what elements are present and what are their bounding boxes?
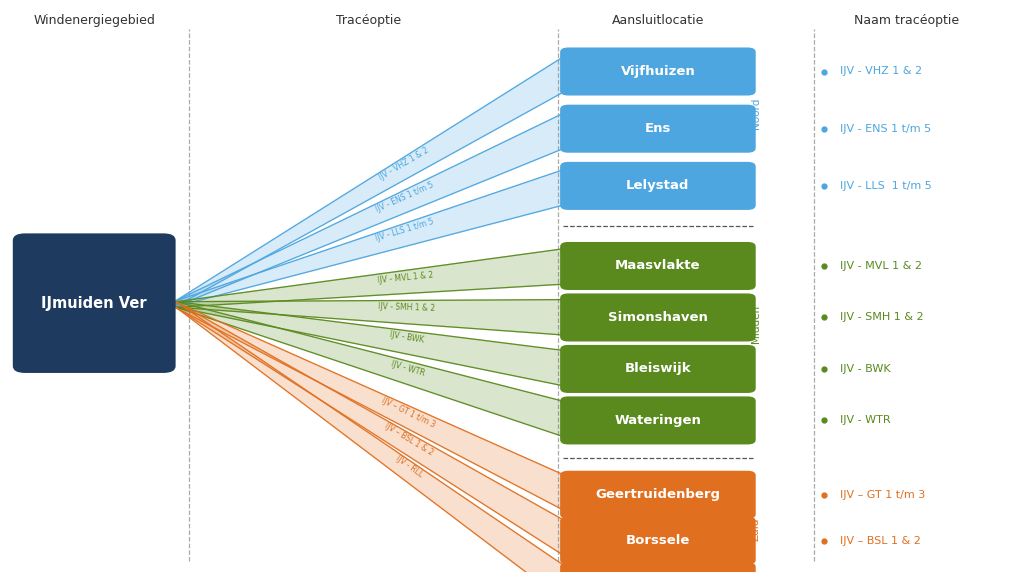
Text: IJV - VHZ 1 & 2: IJV - VHZ 1 & 2 — [378, 145, 430, 181]
Text: IJV - LLS 1 t/m 5: IJV - LLS 1 t/m 5 — [375, 217, 435, 243]
FancyBboxPatch shape — [560, 345, 756, 393]
Text: Bleiswijk: Bleiswijk — [625, 363, 691, 375]
Text: IJV - BWK: IJV - BWK — [840, 364, 890, 374]
Text: IJV - SMH 1 & 2: IJV - SMH 1 & 2 — [840, 312, 924, 323]
Polygon shape — [164, 299, 568, 438]
Text: Aansluitlocatie: Aansluitlocatie — [611, 14, 705, 26]
Text: IJV - ENS 1 t/m 5: IJV - ENS 1 t/m 5 — [374, 180, 435, 213]
Text: Midden: Midden — [751, 305, 761, 343]
Text: IJV - WTR: IJV - WTR — [390, 359, 426, 378]
Polygon shape — [164, 168, 568, 310]
Polygon shape — [164, 300, 568, 335]
Text: IJV - ENS 1 t/m 5: IJV - ENS 1 t/m 5 — [840, 124, 931, 134]
Text: Tracéoptie: Tracéoptie — [336, 14, 401, 26]
Polygon shape — [164, 295, 568, 558]
FancyBboxPatch shape — [560, 396, 756, 444]
Polygon shape — [164, 111, 568, 311]
Polygon shape — [164, 300, 568, 387]
Text: Lelystad: Lelystad — [627, 180, 689, 192]
Text: IJV – GT 1 t/m 3: IJV – GT 1 t/m 3 — [380, 396, 436, 429]
FancyBboxPatch shape — [560, 293, 756, 341]
Text: IJV - MVL 1 & 2: IJV - MVL 1 & 2 — [378, 270, 434, 285]
Text: Noord: Noord — [751, 97, 761, 129]
Polygon shape — [164, 293, 568, 572]
Text: Borssele: Borssele — [626, 534, 690, 547]
Text: IJV - RLL: IJV - RLL — [393, 454, 424, 479]
Text: IJV – BSL 1 & 2: IJV – BSL 1 & 2 — [383, 422, 434, 458]
FancyBboxPatch shape — [560, 242, 756, 290]
FancyBboxPatch shape — [12, 233, 176, 373]
Text: IJV - MVL 1 & 2: IJV - MVL 1 & 2 — [840, 261, 922, 271]
FancyBboxPatch shape — [560, 471, 756, 519]
FancyBboxPatch shape — [560, 47, 756, 96]
Polygon shape — [164, 248, 568, 308]
Text: Simonshaven: Simonshaven — [608, 311, 708, 324]
Text: IJmuiden Ver: IJmuiden Ver — [41, 296, 147, 311]
Polygon shape — [164, 296, 568, 513]
Polygon shape — [164, 54, 568, 313]
FancyBboxPatch shape — [560, 517, 756, 565]
Text: Vijfhuizen: Vijfhuizen — [621, 65, 695, 78]
Text: Maasvlakte: Maasvlakte — [615, 260, 700, 272]
Text: Zuid: Zuid — [751, 517, 761, 541]
Text: Wateringen: Wateringen — [614, 414, 701, 427]
Text: IJV – GT 1 t/m 3: IJV – GT 1 t/m 3 — [840, 490, 925, 500]
Text: IJV - WTR: IJV - WTR — [840, 415, 890, 426]
FancyBboxPatch shape — [560, 105, 756, 153]
FancyBboxPatch shape — [560, 162, 756, 210]
Text: Ens: Ens — [645, 122, 671, 135]
Text: IJV – BSL 1 & 2: IJV – BSL 1 & 2 — [840, 535, 921, 546]
Text: Windenergiegebied: Windenergiegebied — [33, 14, 156, 26]
Text: IJV - BWK: IJV - BWK — [389, 331, 425, 345]
Text: Naam tracéoptie: Naam tracéoptie — [854, 14, 958, 26]
FancyBboxPatch shape — [560, 562, 756, 572]
Text: Geertruidenberg: Geertruidenberg — [595, 488, 721, 501]
Text: IJV - LLS  1 t/m 5: IJV - LLS 1 t/m 5 — [840, 181, 932, 191]
Text: IJV - VHZ 1 & 2: IJV - VHZ 1 & 2 — [840, 66, 922, 77]
Text: IJV - SMH 1 & 2: IJV - SMH 1 & 2 — [378, 302, 435, 313]
